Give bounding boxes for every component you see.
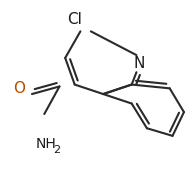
Text: O: O [13, 81, 25, 96]
Text: N: N [134, 56, 145, 71]
Text: NH: NH [36, 137, 57, 151]
Text: Cl: Cl [67, 13, 82, 27]
Text: 2: 2 [53, 145, 60, 155]
